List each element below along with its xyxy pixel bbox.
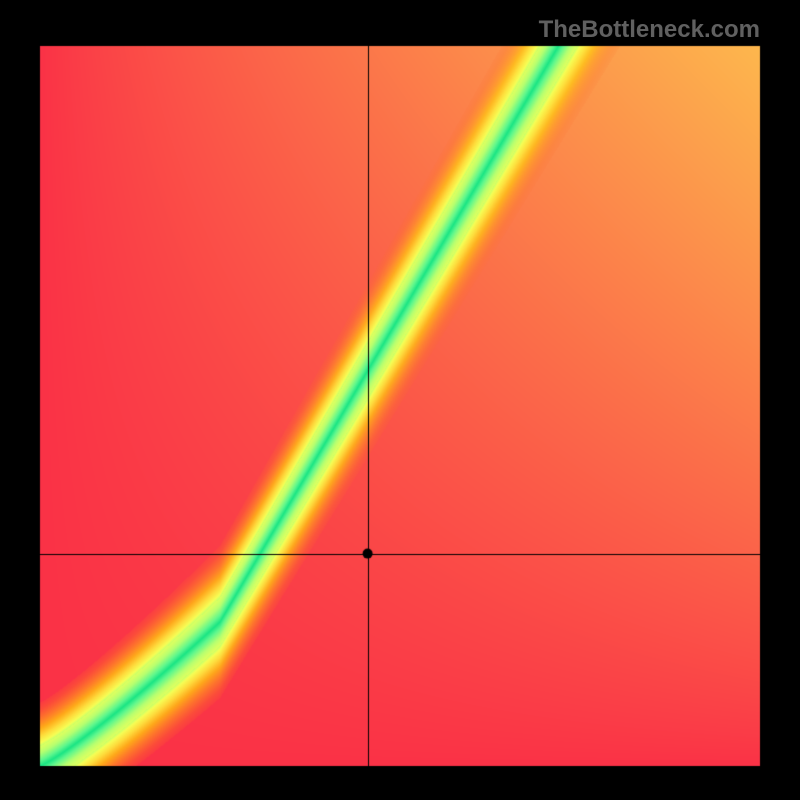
chart-container: TheBottleneck.com xyxy=(0,0,800,800)
watermark-text: TheBottleneck.com xyxy=(539,16,760,44)
bottleneck-heatmap xyxy=(0,0,800,800)
